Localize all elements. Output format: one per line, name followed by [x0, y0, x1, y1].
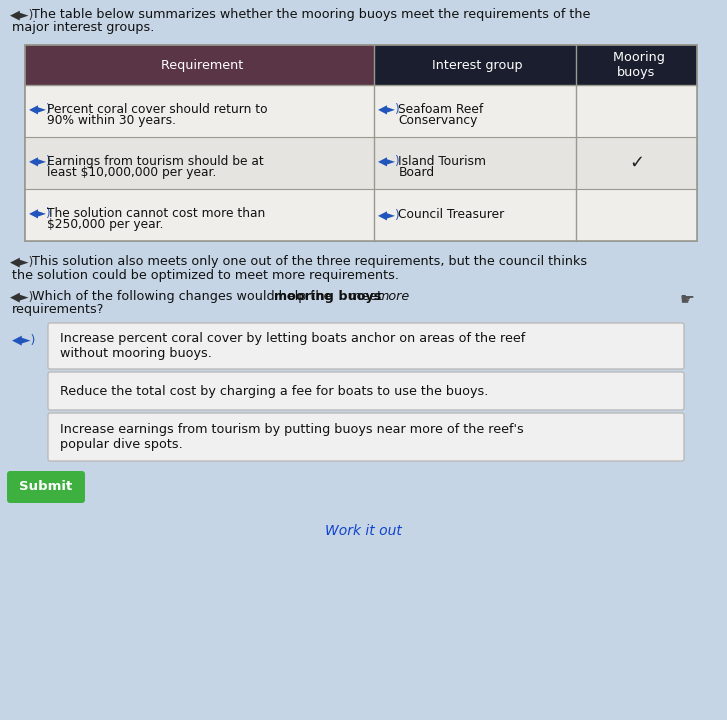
Text: The table below summarizes whether the mooring buoys meet the requirements of th: The table below summarizes whether the m… — [32, 8, 590, 21]
Text: Work it out: Work it out — [325, 524, 402, 538]
FancyBboxPatch shape — [48, 413, 684, 461]
Text: Island Tourism: Island Tourism — [398, 155, 486, 168]
FancyBboxPatch shape — [25, 45, 697, 241]
Text: meet: meet — [345, 290, 386, 303]
Text: Seafoam Reef: Seafoam Reef — [398, 103, 483, 116]
Text: least $10,000,000 per year.: least $10,000,000 per year. — [47, 166, 217, 179]
Text: ◀►): ◀►) — [10, 290, 34, 303]
FancyBboxPatch shape — [25, 189, 697, 241]
Text: Percent coral cover should return to: Percent coral cover should return to — [47, 103, 268, 116]
FancyBboxPatch shape — [48, 323, 684, 369]
Text: Increase percent coral cover by letting boats anchor on areas of the reef
withou: Increase percent coral cover by letting … — [60, 332, 525, 360]
FancyBboxPatch shape — [7, 471, 85, 503]
Text: ◀►): ◀►) — [29, 155, 52, 168]
FancyBboxPatch shape — [374, 45, 697, 85]
Text: ✓: ✓ — [629, 154, 644, 172]
Text: 90% within 30 years.: 90% within 30 years. — [47, 114, 176, 127]
Text: Conservancy: Conservancy — [398, 114, 478, 127]
Text: ◀►): ◀►) — [10, 8, 34, 21]
Text: ◀►): ◀►) — [29, 103, 52, 116]
FancyBboxPatch shape — [25, 45, 374, 85]
FancyBboxPatch shape — [25, 85, 697, 137]
FancyBboxPatch shape — [25, 137, 697, 189]
Text: ◀►): ◀►) — [379, 103, 401, 116]
Text: Which of the following changes would help the: Which of the following changes would hel… — [32, 290, 335, 303]
Text: Submit: Submit — [20, 480, 73, 493]
Text: requirements?: requirements? — [12, 304, 105, 317]
Text: Earnings from tourism should be at: Earnings from tourism should be at — [47, 155, 264, 168]
Text: $250,000 per year.: $250,000 per year. — [47, 218, 164, 231]
Text: The solution cannot cost more than: The solution cannot cost more than — [47, 207, 265, 220]
Text: Board: Board — [398, 166, 435, 179]
FancyBboxPatch shape — [48, 372, 684, 410]
Text: Increase earnings from tourism by putting buoys near more of the reef's
popular : Increase earnings from tourism by puttin… — [60, 423, 523, 451]
Text: more: more — [377, 290, 410, 303]
Text: Mooring
buoys: Mooring buoys — [608, 51, 664, 79]
Text: Interest group: Interest group — [428, 58, 523, 71]
Text: ◀►): ◀►) — [379, 209, 401, 222]
Text: This solution also meets only one out of the three requirements, but the council: This solution also meets only one out of… — [32, 255, 587, 268]
Text: the solution could be optimized to meet more requirements.: the solution could be optimized to meet … — [12, 269, 399, 282]
Text: ☛: ☛ — [680, 290, 695, 308]
Text: major interest groups.: major interest groups. — [12, 22, 154, 35]
Text: Requirement: Requirement — [156, 58, 243, 71]
Text: Council Treasurer: Council Treasurer — [398, 209, 505, 222]
Text: Reduce the total cost by charging a fee for boats to use the buoys.: Reduce the total cost by charging a fee … — [60, 384, 489, 397]
Text: ◀►): ◀►) — [29, 207, 52, 220]
Text: mooring buoys: mooring buoys — [273, 290, 381, 303]
Text: ◀►): ◀►) — [10, 255, 34, 268]
Text: ◀►): ◀►) — [12, 333, 36, 346]
Text: ◀►): ◀►) — [379, 155, 401, 168]
